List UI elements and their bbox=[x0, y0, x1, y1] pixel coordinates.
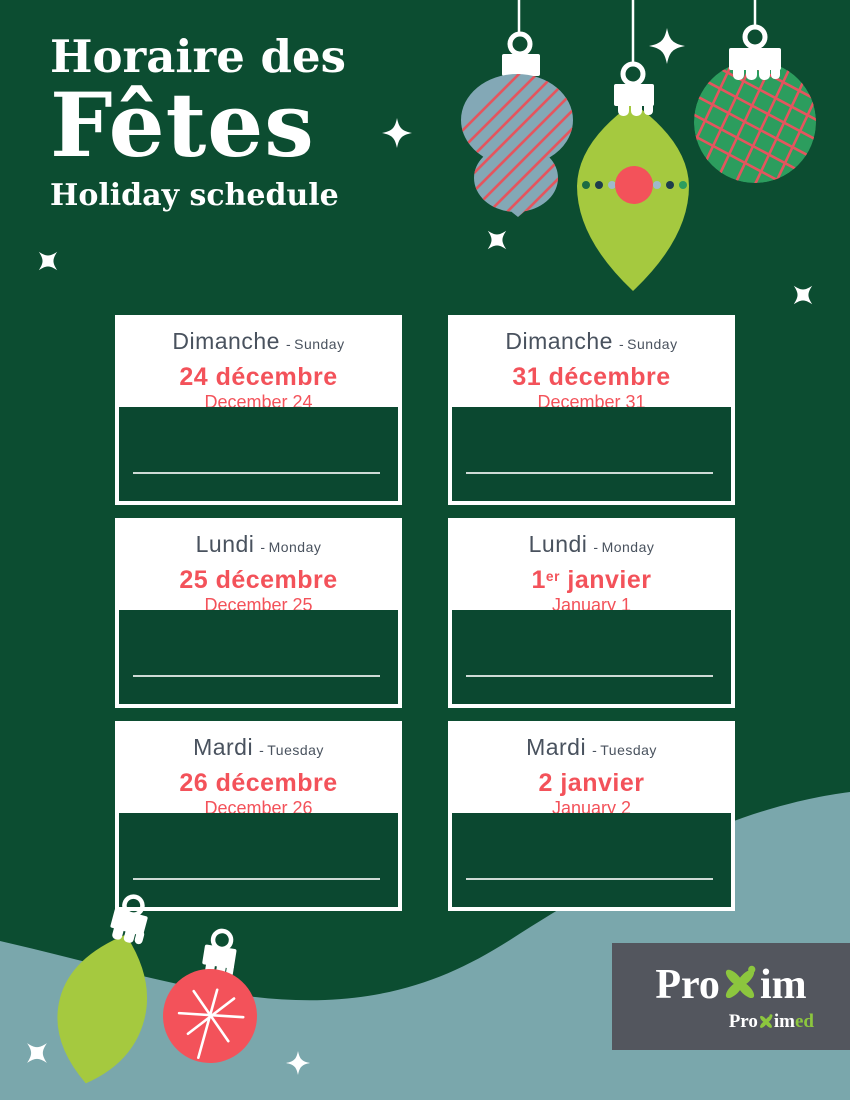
day-label: Mardi - Tuesday bbox=[448, 734, 735, 763]
day-en: Monday bbox=[601, 539, 655, 555]
card-header: Lundi - Monday 25 décembre December 25 bbox=[115, 518, 402, 615]
date-fr: 1er janvier bbox=[531, 565, 652, 594]
date-en: December 24 bbox=[204, 391, 313, 412]
schedule-card-jan1: Lundi - Monday 1er janvier January 1 bbox=[448, 518, 735, 708]
proxim-logo-box: Pro im Pro im ed bbox=[612, 943, 850, 1050]
title-line-fetes: Fêtes bbox=[50, 73, 315, 177]
proximed-logo: Pro im ed bbox=[729, 1011, 814, 1033]
day-fr: Lundi bbox=[528, 531, 588, 557]
date-fr: 25 décembre bbox=[179, 565, 338, 594]
day-separator: - bbox=[285, 336, 292, 352]
day-label: Lundi - Monday bbox=[448, 531, 735, 560]
card-header: Mardi - Tuesday 2 janvier January 2 bbox=[448, 721, 735, 818]
poster-title: Horaire des Fêtes Holiday schedule bbox=[50, 34, 346, 211]
write-in-line bbox=[466, 878, 713, 880]
proxim-logo: Pro im bbox=[655, 961, 806, 1009]
day-label: Lundi - Monday bbox=[115, 531, 402, 560]
day-en: Monday bbox=[268, 539, 322, 555]
hours-panel bbox=[119, 407, 398, 501]
title-line-fr: Horaire des bbox=[50, 30, 346, 83]
proxim-leaf-x-icon bbox=[721, 963, 759, 1011]
ornament-dots bbox=[582, 166, 687, 204]
date-en: December 26 bbox=[204, 797, 313, 818]
write-in-line bbox=[133, 675, 380, 677]
day-en: Sunday bbox=[627, 336, 678, 352]
schedule-card-jan2: Mardi - Tuesday 2 janvier January 2 bbox=[448, 721, 735, 911]
date-fr: 31 décembre bbox=[512, 362, 671, 391]
sublogo-text-mid: im bbox=[773, 1010, 795, 1032]
sublogo-text-suffix: ed bbox=[795, 1010, 814, 1032]
date-fr: 26 décembre bbox=[179, 768, 338, 797]
day-label: Mardi - Tuesday bbox=[115, 734, 402, 763]
schedule-card-dec26: Mardi - Tuesday 26 décembre December 26 bbox=[115, 721, 402, 911]
date-en: January 2 bbox=[551, 797, 632, 818]
day-fr: Mardi bbox=[193, 734, 254, 760]
day-separator: - bbox=[592, 742, 598, 758]
ornament-drop-lime bbox=[57, 894, 148, 1084]
card-header: Lundi - Monday 1er janvier January 1 bbox=[448, 518, 735, 615]
title-line-en: Holiday schedule bbox=[50, 178, 339, 213]
sublogo-text-pre: Pro bbox=[728, 1010, 758, 1032]
day-separator: - bbox=[260, 539, 266, 555]
write-in-line bbox=[133, 878, 380, 880]
ornament-drop-lime-dotted bbox=[577, 61, 689, 291]
write-in-line bbox=[466, 675, 713, 677]
starburst-icon bbox=[177, 988, 245, 1059]
day-fr: Dimanche bbox=[172, 328, 280, 354]
day-fr: Lundi bbox=[195, 531, 255, 557]
date-fr: 24 décembre bbox=[179, 362, 338, 391]
day-fr: Mardi bbox=[526, 734, 587, 760]
proximed-leaf-x-icon bbox=[758, 1013, 774, 1035]
schedule-card-dec24: Dimanche - Sunday 24 décembre December 24 bbox=[115, 315, 402, 505]
logo-text-post: im bbox=[759, 961, 807, 1008]
four-point-star-icon bbox=[286, 1051, 310, 1075]
schedule-card-dec25: Lundi - Monday 25 décembre December 25 bbox=[115, 518, 402, 708]
logo-text-pre: Pro bbox=[655, 961, 720, 1008]
hours-panel bbox=[452, 407, 731, 501]
day-separator: - bbox=[593, 539, 599, 555]
day-en: Tuesday bbox=[267, 742, 324, 758]
card-header: Mardi - Tuesday 26 décembre December 26 bbox=[115, 721, 402, 818]
x-sparkle-icon bbox=[27, 1043, 47, 1063]
day-en: Tuesday bbox=[600, 742, 657, 758]
day-separator: - bbox=[259, 742, 265, 758]
ornament-ball-red bbox=[163, 928, 257, 1063]
day-separator: - bbox=[618, 336, 625, 352]
date-en: January 1 bbox=[551, 594, 632, 615]
hours-panel bbox=[119, 610, 398, 704]
schedule-card-dec31: Dimanche - Sunday 31 décembre December 31 bbox=[448, 315, 735, 505]
date-fr: 2 janvier bbox=[538, 768, 645, 797]
card-header: Dimanche - Sunday 31 décembre December 31 bbox=[448, 315, 735, 412]
write-in-line bbox=[133, 472, 380, 474]
day-label: Dimanche - Sunday bbox=[448, 328, 735, 357]
write-in-line bbox=[466, 472, 713, 474]
hours-panel bbox=[119, 813, 398, 907]
date-en: December 25 bbox=[204, 594, 313, 615]
ornament-strings bbox=[517, 0, 757, 64]
card-header: Dimanche - Sunday 24 décembre December 24 bbox=[115, 315, 402, 412]
day-label: Dimanche - Sunday bbox=[115, 328, 402, 357]
hours-panel bbox=[452, 813, 731, 907]
hours-panel bbox=[452, 610, 731, 704]
date-en: December 31 bbox=[537, 391, 646, 412]
day-fr: Dimanche bbox=[505, 328, 613, 354]
day-en: Sunday bbox=[294, 336, 345, 352]
